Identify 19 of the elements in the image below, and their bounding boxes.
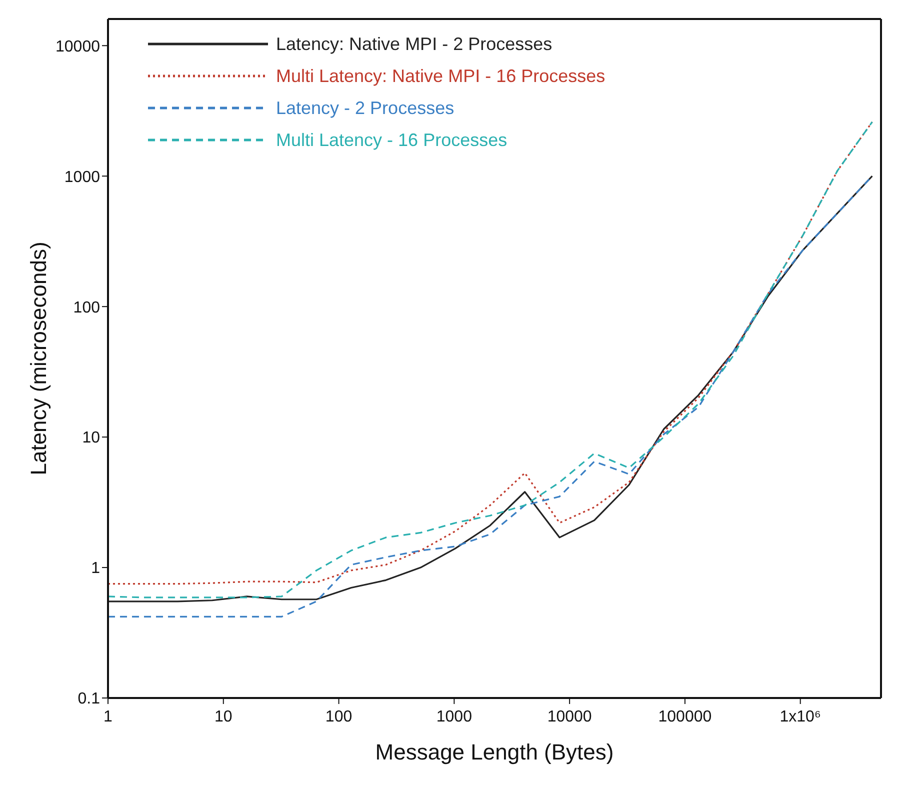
x-tick-label: 1000 [436, 708, 472, 726]
x-tick-label: 100 [325, 708, 352, 726]
y-tick-label: 1 [91, 560, 100, 578]
x-tick-label: 10000 [547, 708, 592, 726]
y-tick-label: 0.1 [78, 690, 100, 708]
x-tick-label: 1 [104, 708, 113, 726]
text: Latency: Native MPI - 2 Processes [276, 34, 552, 54]
x-axis-title: Message Length (Bytes) [375, 740, 614, 765]
x-tick-label: 10 [214, 708, 232, 726]
y-tick-label: 10 [82, 430, 100, 447]
y-tick-label: 100 [73, 299, 100, 316]
y-tick-label: 10000 [56, 38, 100, 56]
y-axis-title: Latency (microseconds) [26, 242, 51, 476]
text: Multi Latency: Native MPI - 16 Processes [276, 66, 606, 86]
text: Latency - 2 Processes [276, 98, 454, 118]
x-tick-label: 1x10⁶ [780, 708, 821, 726]
x-tick-label: 100000 [658, 708, 712, 726]
text: Multi Latency - 16 Processes [276, 130, 508, 150]
y-tick-label: 1000 [64, 168, 100, 186]
